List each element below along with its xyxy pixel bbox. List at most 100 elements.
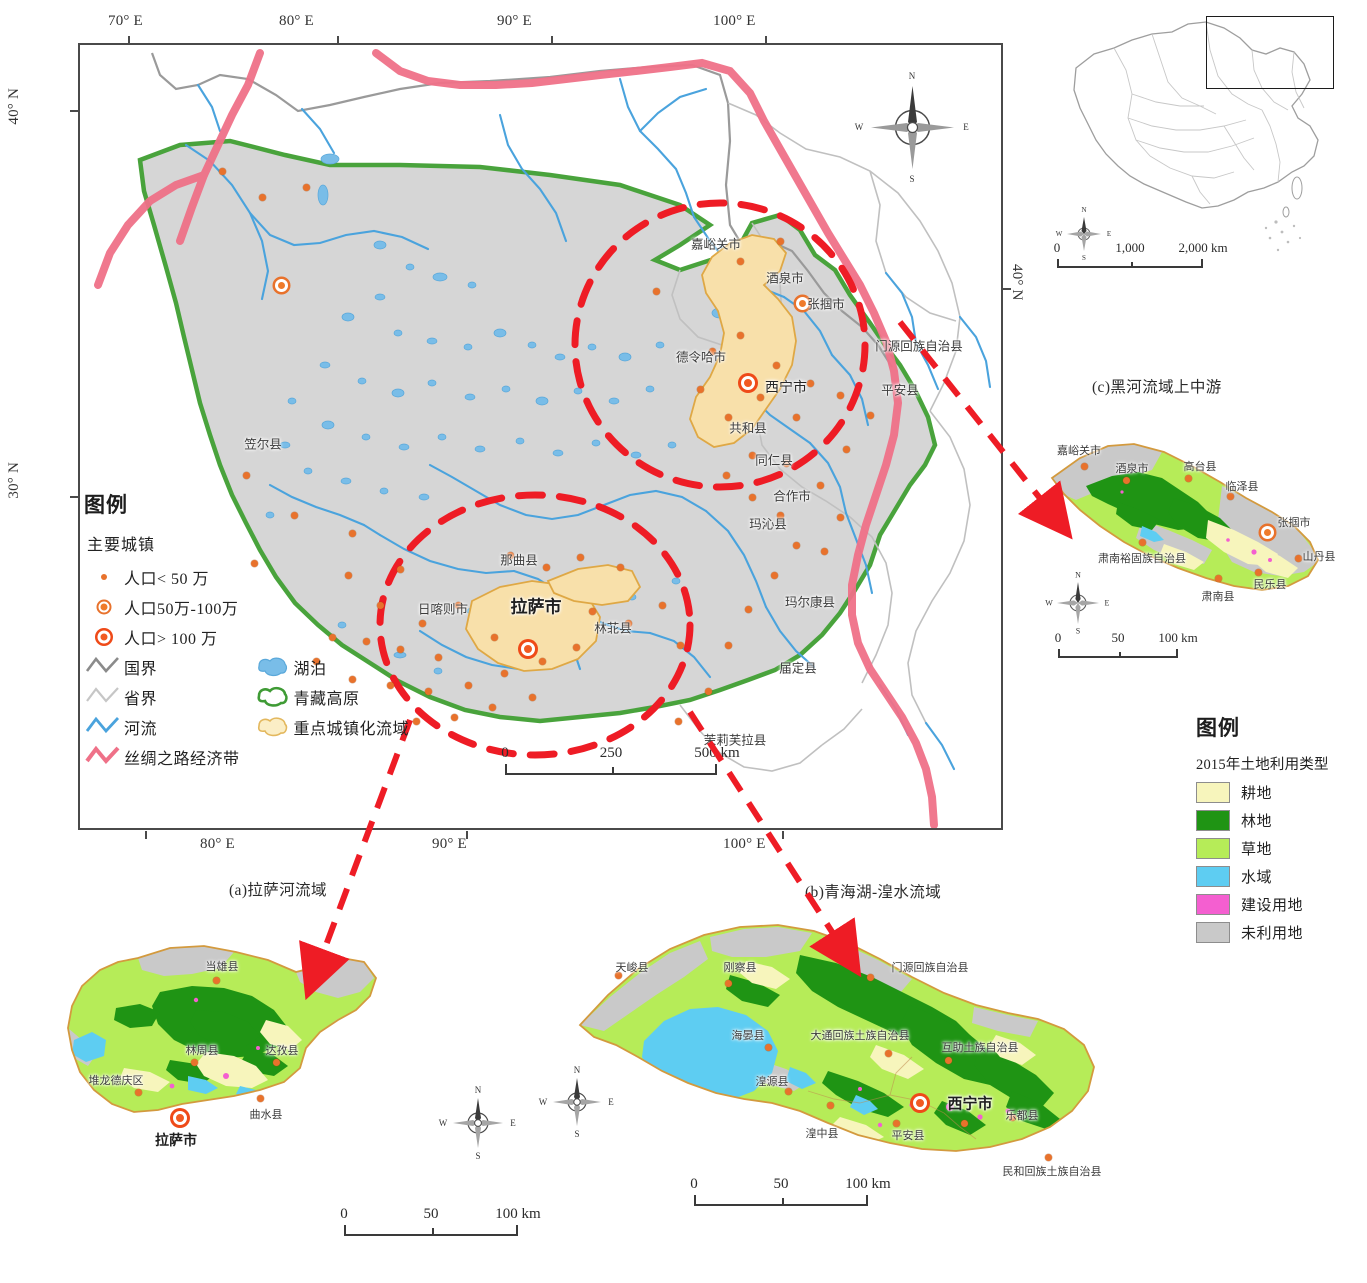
- city-dot: [528, 693, 536, 701]
- zigzag-line-icon: [84, 684, 124, 710]
- legend-landuse-title: 图例: [1196, 716, 1240, 740]
- compass-label-s: S: [1082, 254, 1086, 262]
- city-dot: [396, 645, 404, 653]
- swatch-unused: [1196, 922, 1230, 943]
- map-label: 海晏县: [731, 1030, 765, 1042]
- compass-label-w: W: [854, 122, 864, 132]
- swatch-cropland: [1196, 782, 1230, 803]
- scalebar-inset: 0 1,000 2,000 km: [1053, 240, 1228, 268]
- legend-label: 重点城镇化流域: [293, 721, 410, 738]
- city-dot: [614, 971, 622, 979]
- map-label: 届定县: [779, 661, 817, 676]
- legend-row-pop-medium: 人口50万-100万: [84, 592, 240, 622]
- legend-row-river: 河流: [84, 712, 240, 742]
- map-label: 同仁县: [755, 453, 793, 468]
- compass-label-e: E: [1106, 230, 1112, 238]
- city-dot: [776, 511, 784, 519]
- city-dot: [836, 391, 844, 399]
- map-label-lhasa: 拉萨市: [510, 597, 562, 617]
- scalebar-value: 0: [501, 745, 509, 761]
- city-dot: [490, 633, 498, 641]
- scalebar-value: 50: [773, 1176, 789, 1192]
- scalebar-value: 0: [1053, 240, 1061, 255]
- city-dot: [290, 511, 298, 519]
- map-label: 林周县: [185, 1045, 219, 1057]
- legend-label: 国界: [124, 661, 158, 678]
- compass-label-e: E: [1104, 598, 1110, 608]
- legend-row-national-border: 国界: [84, 652, 240, 682]
- city-dot: [792, 541, 800, 549]
- city-dot: [344, 571, 352, 579]
- legend-landuse-label: 水域: [1241, 870, 1273, 886]
- map-label: 乐都县: [1005, 1110, 1039, 1122]
- dot-small-icon: [84, 564, 124, 590]
- city-dot: [376, 601, 384, 609]
- city-dot: [272, 1058, 280, 1066]
- city-dot: [1080, 462, 1088, 470]
- scalebar-value: 0: [1054, 630, 1062, 645]
- map-label: 达孜县: [265, 1045, 299, 1057]
- city-dot: [748, 451, 756, 459]
- subplot-a-map: 当雄县 林周县 达孜县 堆龙德庆区 拉萨市 曲水县: [20, 900, 440, 1220]
- axis-tick-label: 40° N: [1009, 264, 1025, 301]
- city-dot-large: [173, 1111, 187, 1125]
- city-dot: [724, 413, 732, 421]
- subplot-a-title: (a)拉萨河流域: [229, 882, 327, 899]
- city-dot: [806, 379, 814, 387]
- city-dot: [816, 481, 824, 489]
- legend-label: 省界: [124, 691, 158, 708]
- subplot-c-title: (c)黑河流域上中游: [1092, 379, 1222, 396]
- map-label: 玛沁县: [749, 517, 787, 532]
- map-label: 堆龙德庆区: [88, 1075, 144, 1087]
- scalebar-subplot-a: 0 50 100 km: [340, 1206, 541, 1236]
- compass-label-w: W: [1045, 598, 1053, 608]
- map-label-xining: 西宁市: [947, 1096, 993, 1113]
- axis-tick-label: 90° E: [432, 836, 467, 852]
- axis-tick-label: 100° E: [713, 13, 756, 29]
- city-dot: [538, 657, 546, 665]
- city-dot: [488, 703, 496, 711]
- zigzag-line-icon: [84, 744, 124, 770]
- city-dot: [842, 445, 850, 453]
- city-dot: [736, 257, 744, 265]
- city-dot: [624, 619, 632, 627]
- city-dot: [348, 529, 356, 537]
- scalebar-main: 0 250 500 km: [501, 745, 740, 775]
- map-label: 门源回族自治县: [891, 962, 969, 974]
- city-dot: [704, 687, 712, 695]
- map-label: 刚察县: [723, 962, 757, 974]
- scalebar-value: 250: [599, 745, 623, 761]
- compass-label-s: S: [475, 1151, 481, 1161]
- compass-label-w: W: [438, 1118, 448, 1128]
- compass-label-e: E: [608, 1097, 614, 1107]
- compass-label-n: N: [908, 71, 916, 81]
- dot-large-icon: [84, 624, 124, 650]
- compass-subplot-b: N S W E: [539, 1065, 614, 1139]
- city-dot: [412, 717, 420, 725]
- city-dot: [1294, 554, 1302, 562]
- city-dot: [748, 493, 756, 501]
- compass-label-w: W: [1055, 230, 1063, 238]
- scalebar-value: 100 km: [495, 1206, 541, 1222]
- compass-label-n: N: [474, 1085, 482, 1095]
- plateau-polygon-icon: [254, 684, 294, 710]
- city-dot: [424, 687, 432, 695]
- scalebar-value: 500 km: [694, 745, 740, 761]
- map-label-lhasa: 拉萨市: [155, 1134, 197, 1149]
- city-dot: [836, 513, 844, 521]
- urban-basin-polygon-icon: [254, 714, 294, 740]
- city-dot: [418, 619, 426, 627]
- city-dot: [1138, 538, 1146, 546]
- legend-main: 图例 主要城镇 人口< 50 万 人口50万-100万 人口> 100 万: [84, 489, 514, 772]
- city-dot: [250, 559, 258, 567]
- compass-main: N S W E: [855, 71, 969, 184]
- city-dot: [588, 607, 596, 615]
- map-label: 曲水县: [249, 1109, 283, 1121]
- swatch-builtup: [1196, 894, 1230, 915]
- city-dot: [328, 633, 336, 641]
- map-label: 张掴市: [807, 297, 845, 312]
- city-dot: [696, 385, 704, 393]
- scalebar-value: 100 km: [1158, 630, 1198, 645]
- legend-landuse-label: 林地: [1241, 814, 1273, 830]
- map-label: 张掴市: [1277, 517, 1311, 529]
